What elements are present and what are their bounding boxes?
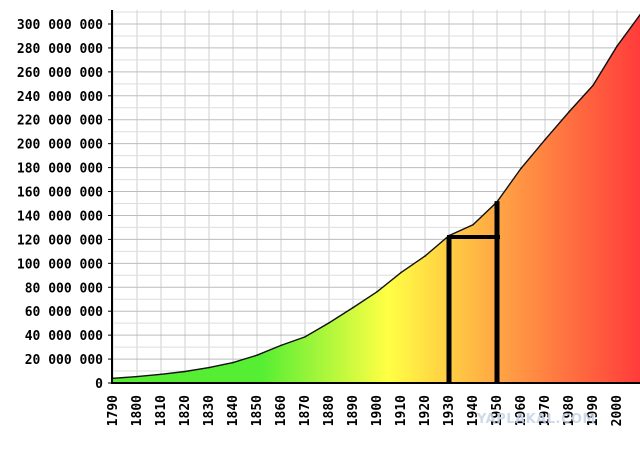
data-point: [568, 111, 570, 113]
data-point: [520, 167, 522, 170]
data-point: [352, 306, 354, 309]
data-point: [424, 255, 426, 257]
y-tick-label: 20 000 000: [25, 353, 103, 368]
data-point: [472, 224, 474, 226]
y-tick-label: 100 000 000: [17, 257, 103, 272]
x-tick-label: 1900: [370, 395, 385, 426]
annotation-markers: [446, 201, 500, 383]
x-tick-label: 1800: [130, 395, 145, 426]
y-tick-label: 120 000 000: [17, 233, 103, 248]
y-tick-labels: 0 20 000 000 40 000 000 60 000 000 80 000 00…: [17, 18, 112, 392]
data-point: [328, 322, 330, 324]
x-tick-label: 1820: [178, 395, 193, 426]
x-tick-label: 1840: [226, 395, 241, 426]
x-tick-label: 1910: [394, 395, 409, 426]
data-point: [184, 370, 186, 373]
x-tick-label: 1920: [418, 395, 433, 426]
data-point: [616, 45, 618, 47]
data-point: [400, 271, 402, 274]
data-point: [592, 84, 594, 87]
y-tick-label: 280 000 000: [17, 42, 103, 57]
x-tick-labels: 1790 1800 1810 1820 1830 1840 1850 1860 1870 1880…: [106, 395, 625, 426]
data-point: [376, 291, 378, 293]
x-tick-label: 1850: [250, 395, 265, 426]
x-tick-label: 1830: [202, 395, 217, 426]
data-point: [280, 344, 282, 347]
x-tick-label: 1940: [466, 395, 481, 426]
y-tick-label: 0: [95, 377, 103, 392]
y-tick-label: 260 000 000: [17, 66, 103, 81]
y-tick-label: 200 000 000: [17, 138, 103, 153]
x-tick-label: 1960: [514, 395, 529, 426]
x-tick-label: 1930: [442, 395, 457, 426]
y-tick-label: 40 000 000: [25, 329, 103, 344]
x-tick-label: 2000: [610, 395, 625, 426]
y-tick-label: 220 000 000: [17, 114, 103, 129]
x-tick-label: 1950: [490, 395, 505, 426]
y-tick-label: 240 000 000: [17, 90, 103, 105]
x-tick-label: 1980: [562, 395, 577, 426]
x-tick-label: 1990: [586, 395, 601, 426]
y-tick-label: 300 000 000: [17, 18, 103, 33]
data-point: [232, 361, 234, 364]
y-tick-label: 80 000 000: [25, 281, 103, 296]
x-tick-label: 1880: [322, 395, 337, 426]
x-tick-label: 1860: [274, 395, 289, 426]
y-tick-label: 60 000 000: [25, 305, 103, 320]
x-tick-label: 1970: [538, 395, 553, 426]
y-tick-label: 180 000 000: [17, 162, 103, 177]
data-point: [256, 354, 258, 357]
y-tick-label: 140 000 000: [17, 209, 103, 224]
y-tick-label: 160 000 000: [17, 186, 103, 201]
x-tick-label: 1870: [298, 395, 313, 426]
watermark-logo: YAPLAKAL.COM: [476, 412, 596, 427]
x-tick-label: 1890: [346, 395, 361, 426]
data-point: [160, 373, 162, 376]
x-tick-label: 1790: [106, 395, 121, 426]
data-point: [208, 366, 210, 369]
area-fill: [113, 14, 640, 383]
data-point: [304, 336, 306, 338]
x-tick-label: 1810: [154, 395, 169, 426]
area-series: [112, 13, 640, 383]
data-point: [136, 375, 138, 378]
data-point: [544, 138, 546, 141]
